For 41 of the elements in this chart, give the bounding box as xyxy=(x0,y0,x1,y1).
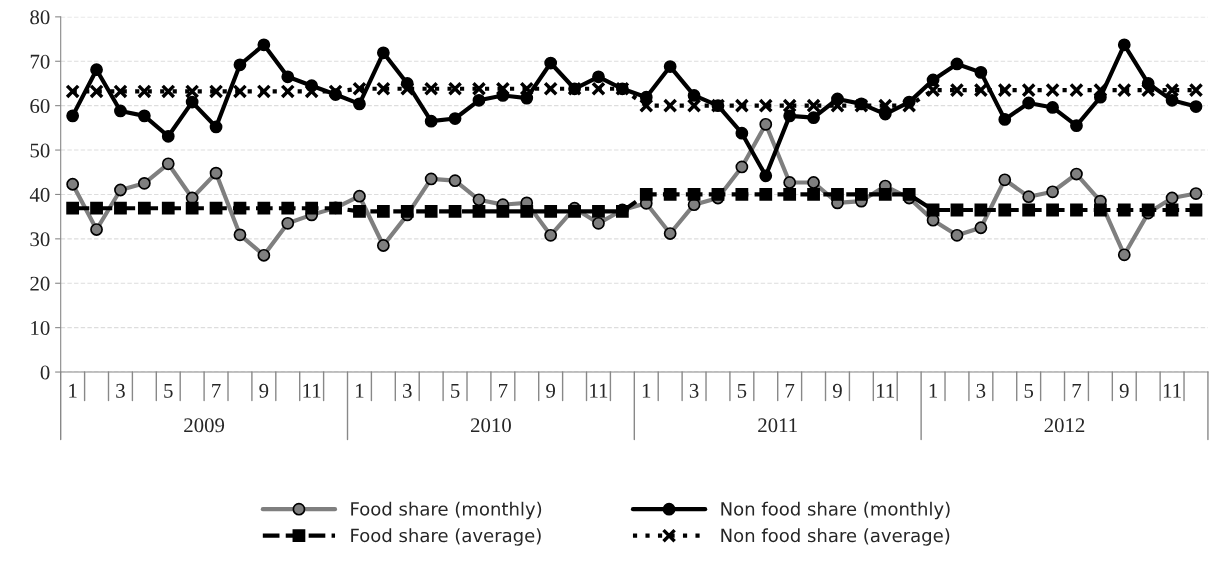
x-tick-label: 1 xyxy=(69,383,77,398)
x-tick-label: 5 xyxy=(451,383,460,398)
x-tick-label: 7 xyxy=(212,383,221,398)
legend-label: Non food share (average) xyxy=(721,528,950,546)
x-tick-label: 3 xyxy=(403,383,412,398)
legend-label: Non food share (monthly) xyxy=(721,501,950,520)
x-tick-label: 1 xyxy=(929,383,938,398)
x-tick-label: 3 xyxy=(689,383,699,398)
text: 2010 xyxy=(470,418,511,433)
legend-label: Food share (average) xyxy=(351,528,541,546)
y-tick-label: 40 xyxy=(29,187,50,202)
y-tick-label: 0 xyxy=(40,365,50,380)
x-tick-label: 1 xyxy=(642,383,651,398)
y-tick-label: 70 xyxy=(30,54,50,69)
x-tick-label: 3 xyxy=(116,383,125,398)
x-tick-label: 1 xyxy=(356,383,364,398)
y-tick-label: 50 xyxy=(30,143,50,158)
y-tick-label: 10 xyxy=(31,321,50,336)
y-tick-label: 30 xyxy=(30,232,50,247)
y-tick-label: 80 xyxy=(30,10,50,25)
x-tick-label: 9 xyxy=(832,383,842,398)
x-tick-label: 9 xyxy=(546,383,556,398)
text: 2009 xyxy=(184,418,225,433)
x-tick-label: 5 xyxy=(164,383,173,398)
x-tick-label: 11 xyxy=(877,383,895,398)
y-tick-label: 60 xyxy=(30,99,50,114)
x-tick-label: 5 xyxy=(737,383,747,398)
y-tick-label: 20 xyxy=(30,276,50,291)
text: 2011 xyxy=(758,418,797,433)
x-tick-label: 3 xyxy=(976,383,986,398)
x-tick-label: 7 xyxy=(499,383,508,398)
text: 2012 xyxy=(1044,418,1085,433)
x-tick-label: 11 xyxy=(590,383,608,398)
x-tick-label: 9 xyxy=(259,383,269,398)
x-tick-label: 11 xyxy=(1163,383,1181,398)
x-tick-label: 5 xyxy=(1024,383,1034,398)
x-tick-label: 7 xyxy=(1072,383,1082,398)
x-tick-label: 9 xyxy=(1119,383,1129,398)
x-tick-label: 11 xyxy=(303,383,321,398)
x-tick-label: 7 xyxy=(785,383,795,398)
legend-label: Food share (monthly) xyxy=(351,501,542,520)
